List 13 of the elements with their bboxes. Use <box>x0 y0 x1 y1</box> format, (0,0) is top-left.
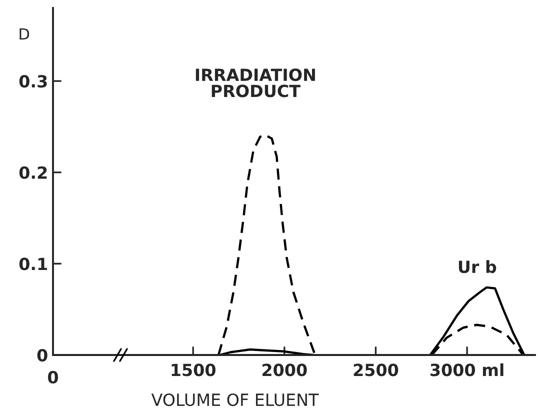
y-tick-label: 0.1 <box>19 258 47 270</box>
x-tick-label: 2500 <box>354 364 398 376</box>
x-tick-label: 3000 ml <box>430 363 504 376</box>
y-tick-label: 0.2 <box>19 166 47 179</box>
text: 0 <box>48 370 58 384</box>
y-tick-label: 0.3 <box>19 75 47 88</box>
x-tick-label: 2000 <box>262 364 307 376</box>
y-axis-title: D <box>20 28 30 40</box>
annotation: IRRADIATION PRODUCT <box>196 68 315 98</box>
y-tick-label: 0 <box>37 348 48 362</box>
x-axis-title: VOLUME OF ELUENT <box>151 393 319 406</box>
annotation: Ur b <box>458 260 496 274</box>
x-tick-label: 1500 <box>172 364 216 376</box>
